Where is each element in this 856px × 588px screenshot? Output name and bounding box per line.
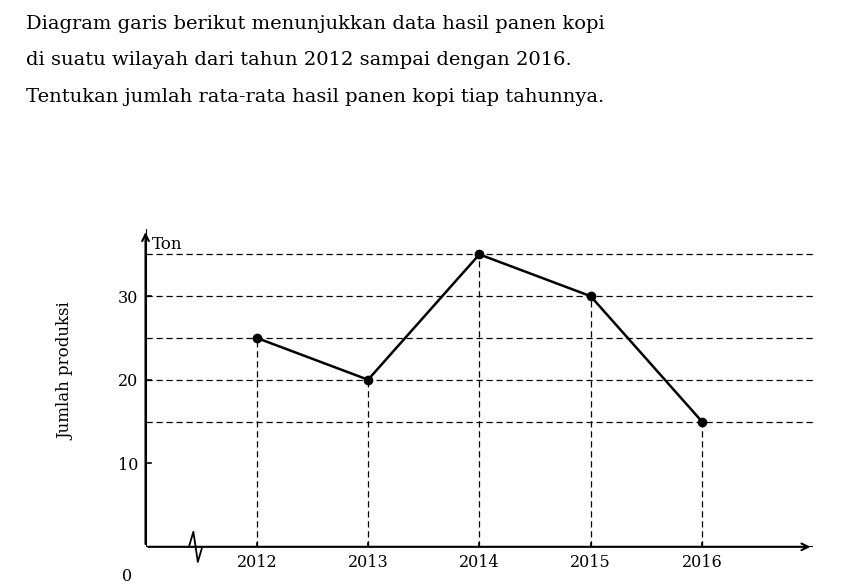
Text: di suatu wilayah dari tahun 2012 sampai dengan 2016.: di suatu wilayah dari tahun 2012 sampai …: [26, 51, 572, 69]
Text: 0: 0: [122, 568, 132, 584]
Text: Tentukan jumlah rata-rata hasil panen kopi tiap tahunnya.: Tentukan jumlah rata-rata hasil panen ko…: [26, 88, 604, 106]
Text: Diagram garis berikut menunjukkan data hasil panen kopi: Diagram garis berikut menunjukkan data h…: [26, 15, 604, 33]
Text: Jumlah produksi: Jumlah produksi: [56, 302, 74, 440]
Text: Ton: Ton: [152, 236, 182, 253]
